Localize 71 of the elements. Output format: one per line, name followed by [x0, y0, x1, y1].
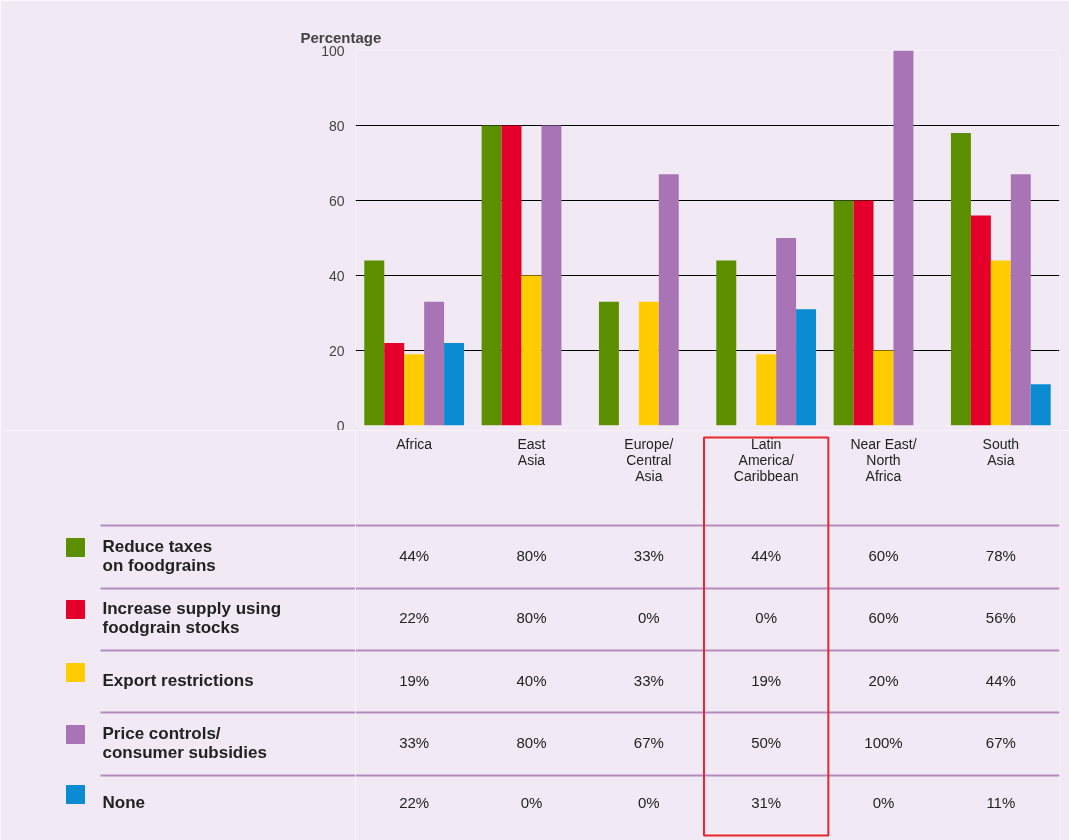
- bar: [481, 125, 502, 426]
- data-label: 44%: [399, 547, 430, 564]
- data-label: 11%: [986, 794, 1016, 811]
- y-tick-label: 0: [336, 417, 345, 434]
- bar: [833, 200, 854, 426]
- bar: [384, 343, 405, 426]
- data-label: 44%: [751, 547, 782, 564]
- x-tick-label: East Asia: [517, 435, 546, 468]
- bar: [796, 309, 817, 426]
- x-tick-label: Europe/ Central Asia: [624, 435, 674, 484]
- legend-label: Reduce taxes on foodgrains: [102, 536, 216, 575]
- x-tick-label: Near East/ North Africa: [850, 435, 917, 484]
- data-label: 67%: [633, 734, 664, 751]
- bar: [756, 354, 777, 426]
- data-label: 80%: [516, 547, 547, 564]
- data-label: 22%: [399, 794, 430, 811]
- data-label: 31%: [751, 794, 782, 811]
- data-label: 80%: [516, 734, 547, 751]
- bar: [598, 301, 619, 426]
- data-label: 50%: [751, 734, 782, 751]
- data-label: 33%: [633, 672, 664, 689]
- bar: [638, 301, 659, 426]
- bar: [950, 133, 971, 426]
- bar: [970, 215, 991, 426]
- y-tick-label: 40: [328, 267, 345, 284]
- data-label: 56%: [985, 609, 1016, 626]
- x-tick-label: South Asia: [982, 435, 1020, 468]
- bar: [404, 354, 425, 426]
- data-label: 44%: [985, 672, 1016, 689]
- data-label: 0%: [872, 794, 895, 811]
- data-label: 67%: [985, 734, 1016, 751]
- y-tick-label: 20: [328, 342, 345, 359]
- bar: [873, 350, 894, 426]
- bar: [853, 200, 874, 426]
- data-label: 40%: [516, 672, 547, 689]
- data-label: 19%: [751, 672, 782, 689]
- data-label: 33%: [399, 734, 430, 751]
- bar: [501, 125, 522, 426]
- data-label: 60%: [868, 547, 899, 564]
- y-tick-label: 60: [328, 192, 345, 209]
- bar: [1010, 174, 1031, 426]
- data-label: 20%: [868, 672, 899, 689]
- data-label: 80%: [516, 609, 547, 626]
- x-tick-label: Latin America/ Caribbean: [733, 435, 799, 484]
- bar: [1030, 384, 1051, 426]
- y-tick-label: 80: [328, 117, 345, 134]
- bar: [658, 174, 679, 426]
- data-label: 78%: [985, 547, 1016, 564]
- bar: [364, 260, 385, 426]
- data-label: 100%: [864, 734, 903, 751]
- legend-label: Price controls/ consumer subsidies: [102, 723, 267, 762]
- data-label: 0%: [637, 609, 660, 626]
- bar: [541, 125, 562, 426]
- bar: [444, 343, 465, 426]
- legend-label: Increase supply using foodgrain stocks: [102, 598, 282, 637]
- data-label: 19%: [399, 672, 430, 689]
- data-label: 22%: [399, 609, 430, 626]
- data-label: 0%: [520, 794, 543, 811]
- legend-label: Export restrictions: [102, 671, 254, 690]
- bar: [424, 301, 445, 426]
- x-tick-label: Africa: [396, 435, 433, 452]
- bar: [716, 260, 737, 426]
- bar: [990, 260, 1011, 426]
- data-label: 0%: [755, 609, 778, 626]
- bar: [776, 238, 797, 426]
- bar: [893, 50, 914, 426]
- data-label: 0%: [637, 794, 660, 811]
- bar: [521, 275, 542, 426]
- data-label: 33%: [633, 547, 664, 564]
- data-label: 60%: [868, 609, 899, 626]
- legend-label: None: [102, 793, 145, 812]
